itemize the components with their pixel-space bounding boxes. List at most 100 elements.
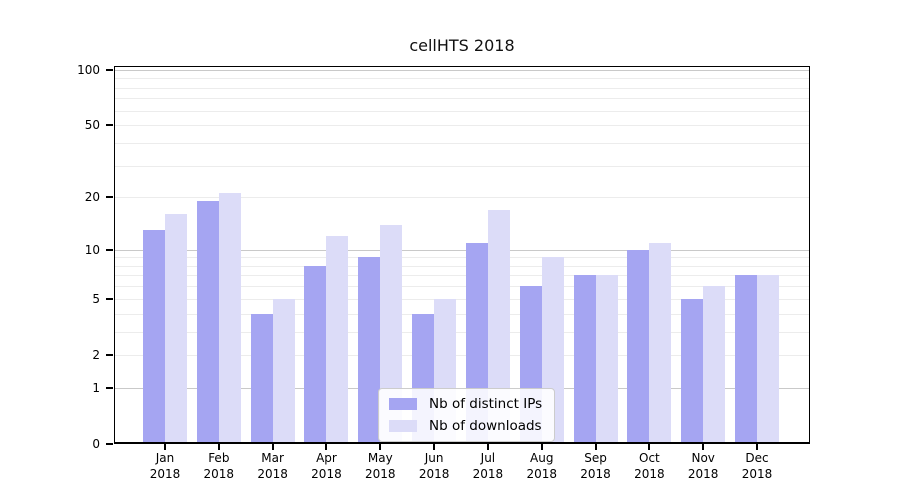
x-tick-month: Oct	[639, 451, 660, 465]
gridline-minor	[114, 265, 810, 267]
y-tick-label: 0	[92, 437, 100, 451]
bar-downloads	[218, 193, 241, 444]
y-tick-label: 2	[92, 347, 100, 362]
x-tick-label: Nov 2018	[675, 450, 731, 482]
legend-label-downloads: Nb of downloads	[429, 418, 542, 434]
x-tick-month: Aug	[530, 451, 554, 465]
gridline-minor	[114, 257, 810, 259]
y-tick-label: 20	[84, 190, 100, 205]
x-tick-year: 2018	[634, 467, 665, 481]
gridline-minor	[114, 313, 810, 315]
x-tick-mark	[756, 444, 759, 450]
x-tick-year: 2018	[257, 467, 288, 481]
bar-distinct-ips	[735, 275, 758, 444]
x-tick-label: May 2018	[352, 450, 408, 482]
gridline-minor	[114, 87, 810, 89]
x-tick-label: Dec 2018	[729, 450, 785, 482]
bar-downloads	[649, 242, 672, 444]
x-tick-year: 2018	[149, 467, 181, 481]
gridline-minor	[114, 197, 810, 199]
x-tick-year: 2018	[418, 467, 450, 481]
gridline-minor	[114, 165, 810, 167]
bar-distinct-ips	[304, 265, 327, 444]
x-tick-mark	[379, 444, 382, 450]
x-tick-label: Feb 2018	[191, 450, 247, 482]
x-tick-year: 2018	[364, 467, 396, 481]
y-tick-mark	[106, 353, 113, 356]
gridline-minor	[114, 354, 810, 356]
bar-downloads	[703, 286, 726, 444]
legend: Nb of distinct IPs Nb of downloads	[378, 388, 556, 442]
x-tick-month: Mar	[261, 451, 284, 465]
x-tick-year: 2018	[526, 467, 557, 481]
x-tick-label: Apr 2018	[298, 450, 354, 482]
legend-item-distinct-ips: Nb of distinct IPs	[389, 396, 542, 412]
gridline-minor	[114, 142, 810, 144]
x-tick-month: May	[367, 451, 393, 465]
y-tick-mark	[106, 386, 113, 389]
x-tick-label: Jan 2018	[137, 450, 193, 482]
gridline-minor	[114, 98, 810, 100]
bar-downloads	[757, 275, 780, 444]
bar-downloads	[326, 236, 349, 444]
legend-swatch-downloads	[389, 420, 417, 432]
y-tick-mark	[106, 68, 113, 71]
chart-title: cellHTS 2018	[409, 36, 515, 55]
x-tick-label: Aug 2018	[514, 450, 570, 482]
x-tick-month: Dec	[745, 451, 769, 465]
x-tick-mark	[325, 444, 328, 450]
x-tick-label: Oct 2018	[621, 450, 677, 482]
x-tick-mark	[271, 444, 274, 450]
y-tick-label: 1	[92, 380, 100, 395]
gridline-minor	[114, 78, 810, 80]
y-tick-label: 100	[77, 62, 100, 77]
bar-distinct-ips	[196, 201, 219, 444]
x-tick-mark	[594, 444, 597, 450]
x-tick-month: Jun	[424, 451, 444, 465]
gridline-minor	[114, 125, 810, 127]
x-tick-month: Apr	[316, 451, 337, 465]
x-tick-month: Jan	[155, 451, 175, 465]
y-tick-mark	[106, 443, 113, 445]
x-tick-mark	[433, 444, 436, 450]
gridline-minor	[114, 110, 810, 112]
bar-distinct-ips	[573, 275, 596, 444]
x-tick-mark	[702, 444, 705, 450]
legend-item-downloads: Nb of downloads	[389, 418, 542, 434]
x-tick-month: Jul	[480, 451, 496, 465]
gridline-minor	[114, 275, 810, 277]
x-tick-label: Jul 2018	[460, 450, 516, 482]
gridline-major	[114, 249, 810, 251]
plot-area: Nb of distinct IPs Nb of downloads	[114, 66, 810, 444]
legend-swatch-distinct-ips	[389, 398, 417, 410]
x-tick-month: Nov	[691, 451, 715, 465]
x-tick-mark	[217, 444, 220, 450]
bar-distinct-ips	[250, 313, 273, 444]
y-tick-mark	[106, 297, 113, 300]
x-tick-month: Feb	[208, 451, 230, 465]
y-tick-mark	[106, 248, 113, 251]
x-tick-year: 2018	[687, 467, 719, 481]
bar-downloads	[487, 209, 510, 444]
x-tick-label: Jun 2018	[406, 450, 462, 482]
legend-label-distinct-ips: Nb of distinct IPs	[429, 396, 543, 412]
x-tick-year: 2018	[472, 467, 504, 481]
bar-distinct-ips	[627, 249, 650, 444]
y-tick-mark	[106, 124, 113, 127]
gridline-major	[114, 69, 810, 71]
y-tick-mark	[106, 196, 113, 199]
gridline-minor	[114, 286, 810, 288]
y-tick-label: 50	[84, 118, 100, 133]
bar-downloads	[272, 298, 295, 444]
x-tick-mark	[486, 444, 489, 450]
x-tick-year: 2018	[741, 467, 773, 481]
x-tick-mark	[648, 444, 651, 450]
gridline-minor	[114, 298, 810, 300]
x-tick-year: 2018	[311, 467, 342, 481]
x-tick-year: 2018	[203, 467, 235, 481]
x-tick-mark	[540, 444, 543, 450]
gridline-minor	[114, 331, 810, 333]
bar-downloads	[595, 275, 618, 444]
y-tick-label: 10	[84, 242, 100, 257]
